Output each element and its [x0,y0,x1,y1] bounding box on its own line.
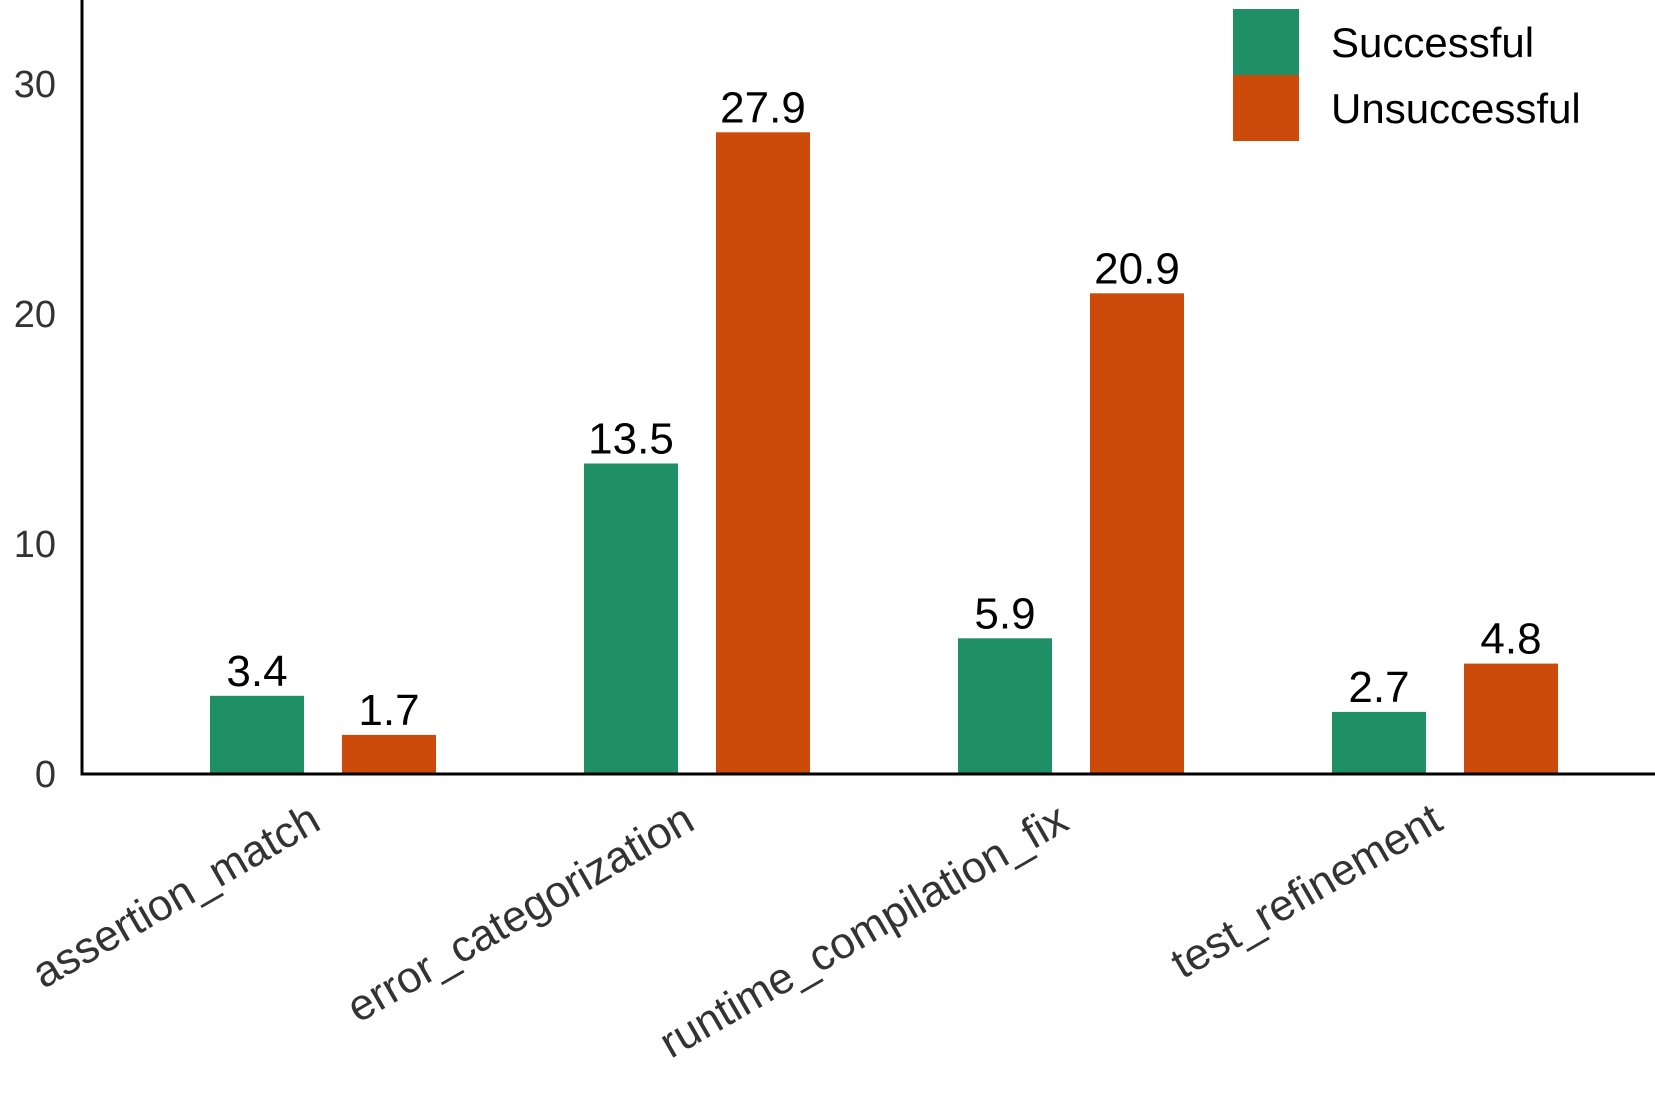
data-label: 27.9 [720,83,806,132]
data-label: 3.4 [226,647,287,696]
y-tick-label: 0 [35,754,56,796]
y-axis-ticks: 0 10 20 30 [14,64,56,796]
x-category-label: assertion_match [24,794,328,998]
bar-successful-assertion_match [210,695,304,774]
legend-swatch-successful [1233,9,1299,75]
bar-successful-error_categorization [584,463,678,774]
bars [210,132,1558,775]
bar-unsuccessful-assertion_match [342,734,436,774]
data-label: 5.9 [974,589,1035,638]
data-label: 13.5 [588,415,674,464]
data-label: 4.8 [1480,615,1541,664]
bar-unsuccessful-test_refinement [1464,663,1558,774]
bar-successful-test_refinement [1332,711,1426,774]
legend-label: Successful [1331,19,1534,66]
y-tick-label: 10 [14,524,56,566]
bar-unsuccessful-error_categorization [716,132,810,775]
legend-label: Unsuccessful [1331,85,1581,132]
bar-successful-runtime_compilation_fix [958,638,1052,774]
data-label: 1.7 [358,686,419,735]
x-category-label: test_refinement [1163,794,1450,988]
x-category-label: error_categorization [339,794,702,1032]
x-category-label: runtime_compilation_fix [651,794,1076,1068]
y-tick-label: 20 [14,294,56,336]
data-label: 20.9 [1094,244,1180,293]
x-axis-labels: assertion_match error_categorizationrunti… [24,794,1450,1068]
y-tick-label: 30 [14,64,56,106]
legend-swatch-unsuccessful [1233,75,1299,141]
legend: Successful Unsuccessful [1233,9,1581,141]
data-label: 2.7 [1348,663,1409,712]
bar-unsuccessful-runtime_compilation_fix [1090,293,1184,774]
data-labels: 3.4 13.5 5.9 2.7 1.7 27.9 20.9 4.8 [226,83,1541,735]
